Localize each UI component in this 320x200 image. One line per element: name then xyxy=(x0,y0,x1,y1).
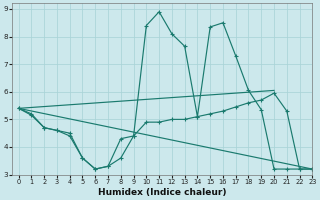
X-axis label: Humidex (Indice chaleur): Humidex (Indice chaleur) xyxy=(98,188,227,197)
